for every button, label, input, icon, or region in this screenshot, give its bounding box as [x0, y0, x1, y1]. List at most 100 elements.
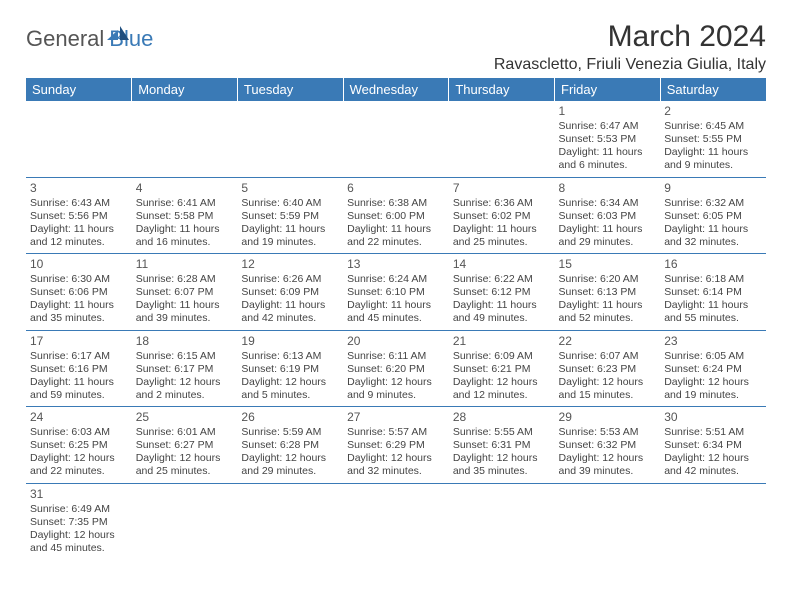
- day-sunrise: Sunrise: 6:18 AM: [664, 273, 762, 286]
- day-number: 1: [559, 104, 657, 119]
- calendar-day-cell: [660, 483, 766, 559]
- weekday-header-row: SundayMondayTuesdayWednesdayThursdayFrid…: [26, 78, 766, 101]
- day-day1: Daylight: 12 hours: [453, 452, 551, 465]
- day-sunrise: Sunrise: 6:43 AM: [30, 197, 128, 210]
- day-day1: Daylight: 11 hours: [664, 299, 762, 312]
- day-day1: Daylight: 11 hours: [664, 223, 762, 236]
- calendar-day-cell: 8Sunrise: 6:34 AMSunset: 6:03 PMDaylight…: [555, 177, 661, 254]
- calendar-day-cell: 12Sunrise: 6:26 AMSunset: 6:09 PMDayligh…: [237, 254, 343, 331]
- day-day1: Daylight: 11 hours: [30, 376, 128, 389]
- day-day1: Daylight: 12 hours: [559, 452, 657, 465]
- calendar-day-cell: 5Sunrise: 6:40 AMSunset: 5:59 PMDaylight…: [237, 177, 343, 254]
- calendar-week-row: 1Sunrise: 6:47 AMSunset: 5:53 PMDaylight…: [26, 101, 766, 177]
- day-sunrise: Sunrise: 6:41 AM: [136, 197, 234, 210]
- title-block: March 2024 Ravascletto, Friuli Venezia G…: [494, 20, 766, 74]
- day-sunset: Sunset: 6:31 PM: [453, 439, 551, 452]
- day-day1: Daylight: 11 hours: [136, 299, 234, 312]
- day-number: 14: [453, 257, 551, 272]
- day-number: 17: [30, 334, 128, 349]
- day-sunrise: Sunrise: 6:40 AM: [241, 197, 339, 210]
- day-sunrise: Sunrise: 5:51 AM: [664, 426, 762, 439]
- day-sunset: Sunset: 6:28 PM: [241, 439, 339, 452]
- day-sunset: Sunset: 6:09 PM: [241, 286, 339, 299]
- calendar-day-cell: 17Sunrise: 6:17 AMSunset: 6:16 PMDayligh…: [26, 330, 132, 407]
- day-sunset: Sunset: 6:13 PM: [559, 286, 657, 299]
- day-sunset: Sunset: 5:53 PM: [559, 133, 657, 146]
- day-sunset: Sunset: 6:25 PM: [30, 439, 128, 452]
- calendar-day-cell: [26, 101, 132, 177]
- day-number: 26: [241, 410, 339, 425]
- day-day1: Daylight: 12 hours: [664, 452, 762, 465]
- day-day1: Daylight: 11 hours: [30, 223, 128, 236]
- logo-text-general: General: [26, 28, 104, 50]
- day-sunset: Sunset: 6:10 PM: [347, 286, 445, 299]
- day-number: 8: [559, 181, 657, 196]
- day-day2: and 45 minutes.: [30, 542, 128, 555]
- day-sunrise: Sunrise: 6:05 AM: [664, 350, 762, 363]
- calendar-day-cell: 23Sunrise: 6:05 AMSunset: 6:24 PMDayligh…: [660, 330, 766, 407]
- day-number: 28: [453, 410, 551, 425]
- weekday-header: Sunday: [26, 78, 132, 101]
- day-number: 31: [30, 487, 128, 502]
- day-day1: Daylight: 11 hours: [241, 223, 339, 236]
- day-day2: and 6 minutes.: [559, 159, 657, 172]
- day-day1: Daylight: 11 hours: [453, 223, 551, 236]
- day-sunset: Sunset: 6:19 PM: [241, 363, 339, 376]
- day-sunset: Sunset: 6:06 PM: [30, 286, 128, 299]
- calendar-day-cell: 4Sunrise: 6:41 AMSunset: 5:58 PMDaylight…: [132, 177, 238, 254]
- day-day2: and 12 minutes.: [30, 236, 128, 249]
- day-sunset: Sunset: 5:59 PM: [241, 210, 339, 223]
- day-day1: Daylight: 12 hours: [241, 376, 339, 389]
- day-number: 6: [347, 181, 445, 196]
- day-sunset: Sunset: 6:02 PM: [453, 210, 551, 223]
- day-day2: and 32 minutes.: [347, 465, 445, 478]
- calendar-day-cell: 7Sunrise: 6:36 AMSunset: 6:02 PMDaylight…: [449, 177, 555, 254]
- day-number: 18: [136, 334, 234, 349]
- calendar-day-cell: 30Sunrise: 5:51 AMSunset: 6:34 PMDayligh…: [660, 407, 766, 484]
- calendar-day-cell: 3Sunrise: 6:43 AMSunset: 5:56 PMDaylight…: [26, 177, 132, 254]
- calendar-day-cell: 1Sunrise: 6:47 AMSunset: 5:53 PMDaylight…: [555, 101, 661, 177]
- day-sunset: Sunset: 6:29 PM: [347, 439, 445, 452]
- day-sunrise: Sunrise: 6:20 AM: [559, 273, 657, 286]
- day-sunset: Sunset: 6:05 PM: [664, 210, 762, 223]
- day-day1: Daylight: 11 hours: [559, 146, 657, 159]
- day-sunset: Sunset: 6:14 PM: [664, 286, 762, 299]
- calendar-day-cell: 24Sunrise: 6:03 AMSunset: 6:25 PMDayligh…: [26, 407, 132, 484]
- day-day1: Daylight: 11 hours: [30, 299, 128, 312]
- calendar-day-cell: [237, 483, 343, 559]
- calendar-week-row: 17Sunrise: 6:17 AMSunset: 6:16 PMDayligh…: [26, 330, 766, 407]
- day-day2: and 29 minutes.: [241, 465, 339, 478]
- day-number: 24: [30, 410, 128, 425]
- day-sunset: Sunset: 6:03 PM: [559, 210, 657, 223]
- day-day2: and 32 minutes.: [664, 236, 762, 249]
- day-number: 7: [453, 181, 551, 196]
- calendar-day-cell: 14Sunrise: 6:22 AMSunset: 6:12 PMDayligh…: [449, 254, 555, 331]
- day-day1: Daylight: 12 hours: [30, 452, 128, 465]
- day-day2: and 19 minutes.: [664, 389, 762, 402]
- calendar-day-cell: 15Sunrise: 6:20 AMSunset: 6:13 PMDayligh…: [555, 254, 661, 331]
- day-number: 22: [559, 334, 657, 349]
- calendar-week-row: 31Sunrise: 6:49 AMSunset: 7:35 PMDayligh…: [26, 483, 766, 559]
- day-sunset: Sunset: 6:27 PM: [136, 439, 234, 452]
- day-sunset: Sunset: 6:00 PM: [347, 210, 445, 223]
- day-sunset: Sunset: 5:55 PM: [664, 133, 762, 146]
- calendar-day-cell: 11Sunrise: 6:28 AMSunset: 6:07 PMDayligh…: [132, 254, 238, 331]
- day-sunrise: Sunrise: 6:32 AM: [664, 197, 762, 210]
- day-day2: and 39 minutes.: [136, 312, 234, 325]
- day-day1: Daylight: 12 hours: [664, 376, 762, 389]
- day-sunset: Sunset: 5:56 PM: [30, 210, 128, 223]
- day-sunrise: Sunrise: 6:26 AM: [241, 273, 339, 286]
- day-day2: and 19 minutes.: [241, 236, 339, 249]
- day-sunrise: Sunrise: 6:47 AM: [559, 120, 657, 133]
- day-number: 2: [664, 104, 762, 119]
- day-sunrise: Sunrise: 6:22 AM: [453, 273, 551, 286]
- day-day2: and 25 minutes.: [453, 236, 551, 249]
- day-number: 30: [664, 410, 762, 425]
- calendar-day-cell: 22Sunrise: 6:07 AMSunset: 6:23 PMDayligh…: [555, 330, 661, 407]
- day-sunset: Sunset: 6:20 PM: [347, 363, 445, 376]
- day-sunset: Sunset: 6:32 PM: [559, 439, 657, 452]
- day-day1: Daylight: 11 hours: [559, 299, 657, 312]
- calendar-day-cell: 6Sunrise: 6:38 AMSunset: 6:00 PMDaylight…: [343, 177, 449, 254]
- calendar-week-row: 24Sunrise: 6:03 AMSunset: 6:25 PMDayligh…: [26, 407, 766, 484]
- day-sunset: Sunset: 6:16 PM: [30, 363, 128, 376]
